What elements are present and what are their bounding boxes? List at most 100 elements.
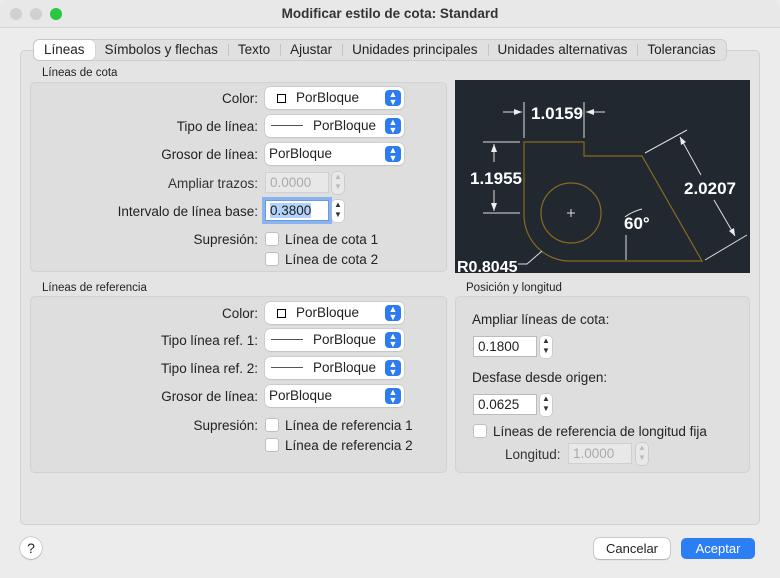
dim-right-lines (644, 129, 748, 261)
ext-linetype1-select[interactable]: PorBloque ▲ ▼ (265, 329, 404, 351)
help-button[interactable]: ? (20, 537, 42, 559)
select-value: PorBloque (269, 146, 333, 161)
ext-suppress-label: Supresión: (193, 418, 258, 433)
tab-bar: Líneas Símbolos y flechas Texto Ajustar … (33, 39, 727, 61)
line-sample-icon (271, 339, 303, 340)
chevron-updown-icon: ▲ ▼ (385, 388, 401, 405)
ext-color-select[interactable]: PorBloque ▲ ▼ (265, 302, 404, 324)
baseline-stepper[interactable]: ▲ ▼ (332, 200, 344, 222)
dim-lines-group (30, 82, 447, 272)
length-label: Longitud: (505, 447, 561, 462)
dim-top-lines (503, 102, 605, 138)
fixed-length-label: Líneas de referencia de longitud fija (493, 424, 707, 439)
suppress-ext2-label: Línea de referencia 2 (285, 438, 413, 453)
suppress-dim2-checkbox[interactable] (265, 252, 279, 266)
chevron-updown-icon: ▲ ▼ (385, 360, 401, 377)
radius-leader (518, 250, 543, 265)
select-value: PorBloque (296, 90, 360, 105)
select-value: PorBloque (313, 118, 377, 133)
extend-input[interactable]: 0.0000 (265, 172, 329, 193)
extend-dim-label: Ampliar líneas de cota: (472, 312, 610, 327)
chevron-updown-icon: ▲ ▼ (385, 90, 401, 107)
tab-simbolos-flechas[interactable]: Símbolos y flechas (104, 42, 218, 57)
tab-unidades-principales[interactable]: Unidades principales (342, 40, 487, 60)
ext-linetype2-label: Tipo línea ref. 2: (160, 361, 258, 376)
dim-color-select[interactable]: PorBloque ▲ ▼ (265, 87, 404, 109)
title-bar: Modificar estilo de cota: Standard (0, 0, 780, 28)
baseline-input[interactable]: 0.3800 (265, 200, 329, 221)
dim-left-lines (483, 141, 520, 214)
hole-circle (540, 182, 602, 244)
part-outline (523, 141, 704, 262)
dim-top-text: 1.0159 (531, 104, 583, 123)
ext-lineweight-label: Grosor de línea: (161, 389, 258, 404)
select-value: PorBloque (313, 360, 377, 375)
selected-text: 0.3800 (270, 203, 312, 218)
ext-lines-group (30, 296, 447, 473)
angle-arc (624, 208, 643, 260)
radius-text: R0.8045 (457, 259, 518, 273)
offset-input[interactable]: 0.0625 (473, 394, 537, 415)
suppress-dim1-checkbox[interactable] (265, 232, 279, 246)
length-input[interactable]: 1.0000 (568, 443, 632, 464)
position-group (455, 296, 750, 473)
dim-left-text: 1.1955 (470, 169, 522, 188)
suppress-dim2-label: Línea de cota 2 (285, 252, 379, 267)
chevron-updown-icon: ▲ ▼ (385, 118, 401, 135)
close-button[interactable] (10, 8, 22, 20)
offset-label: Desfase desde origen: (472, 370, 608, 385)
center-mark (567, 209, 575, 217)
preview-pane: 1.0159 1.1955 2.0207 60° R0.8045 (455, 80, 750, 276)
dim-linetype-label: Tipo de línea: (176, 119, 258, 134)
line-sample-icon (271, 367, 303, 368)
line-sample-icon (271, 125, 303, 126)
ext-linetype2-select[interactable]: PorBloque ▲ ▼ (265, 357, 404, 379)
dimension-arrows (491, 109, 735, 236)
ext-lineweight-select[interactable]: PorBloque ▲ ▼ (265, 385, 404, 407)
position-title: Posición y longitud (466, 282, 562, 294)
tab-lineas[interactable]: Líneas (34, 40, 95, 60)
color-swatch-icon (277, 309, 286, 318)
tab-ajustar[interactable]: Ajustar (280, 40, 342, 60)
window-title: Modificar estilo de cota: Standard (281, 6, 499, 21)
dim-right-text: 2.0207 (684, 179, 736, 198)
offset-stepper[interactable]: ▲ ▼ (540, 394, 552, 416)
ext-lines-title: Líneas de referencia (42, 282, 147, 294)
suppress-ext1-checkbox[interactable] (265, 418, 279, 432)
dim-color-label: Color: (221, 91, 258, 106)
select-value: PorBloque (296, 305, 360, 320)
select-value: PorBloque (269, 388, 333, 403)
tab-texto[interactable]: Texto (227, 40, 280, 60)
zoom-button[interactable] (50, 8, 62, 20)
extend-dim-input[interactable]: 0.1800 (473, 336, 537, 357)
dim-suppress-label: Supresión: (193, 232, 258, 247)
dim-lines-title: Líneas de cota (42, 67, 118, 79)
baseline-label: Intervalo de línea base: (117, 204, 258, 219)
dim-lineweight-select[interactable]: PorBloque ▲ ▼ (265, 143, 404, 165)
ok-button[interactable]: Aceptar (681, 538, 755, 559)
cancel-button[interactable]: Cancelar (594, 538, 670, 559)
dimension-preview: 1.0159 1.1955 2.0207 60° R0.8045 (457, 102, 748, 276)
tab-unidades-alternativas[interactable]: Unidades alternativas (487, 40, 638, 60)
suppress-ext2-checkbox[interactable] (265, 438, 279, 452)
extend-dim-stepper[interactable]: ▲ ▼ (540, 336, 552, 358)
length-stepper[interactable]: ▲ ▼ (636, 443, 648, 465)
extend-stepper[interactable]: ▲ ▼ (332, 172, 344, 194)
chevron-updown-icon: ▲ ▼ (385, 332, 401, 349)
chevron-updown-icon: ▲ ▼ (385, 146, 401, 163)
suppress-dim1-label: Línea de cota 1 (285, 232, 379, 247)
fixed-length-checkbox[interactable] (473, 424, 487, 438)
minimize-button[interactable] (30, 8, 42, 20)
extend-label: Ampliar trazos: (167, 176, 258, 191)
tab-tolerancias[interactable]: Tolerancias (637, 40, 725, 60)
dim-linetype-select[interactable]: PorBloque ▲ ▼ (265, 115, 404, 137)
angle-text: 60° (624, 214, 650, 233)
chevron-updown-icon: ▲ ▼ (385, 305, 401, 322)
color-swatch-icon (277, 94, 286, 103)
suppress-ext1-label: Línea de referencia 1 (285, 418, 413, 433)
dim-lineweight-label: Grosor de línea: (161, 147, 258, 162)
select-value: PorBloque (313, 332, 377, 347)
ext-linetype1-label: Tipo línea ref. 1: (160, 333, 258, 348)
ext-color-label: Color: (221, 306, 258, 321)
